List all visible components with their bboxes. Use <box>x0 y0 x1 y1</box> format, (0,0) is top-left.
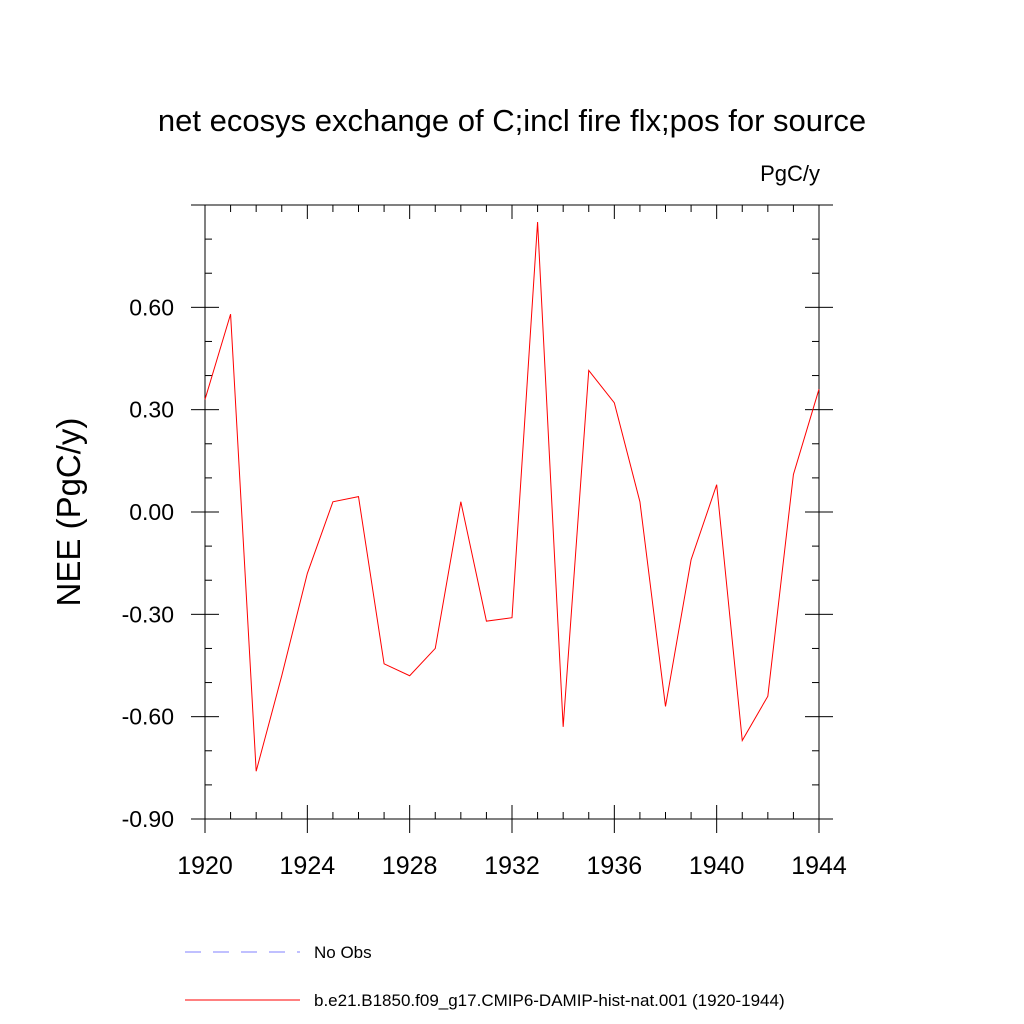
y-tick-label: 0.60 <box>129 294 174 320</box>
x-tick-label: 1928 <box>382 852 438 880</box>
legend-label: b.e21.B1850.f09_g17.CMIP6-DAMIP-hist-nat… <box>314 991 785 1010</box>
x-tick-label: 1920 <box>177 852 233 880</box>
axis-tick-labels: 1920 1924 1928 1932 1936 1940 1944 -0.90 -0.60 -0… <box>122 294 847 880</box>
y-tick-label: 0.00 <box>129 499 174 525</box>
axis-ticks <box>191 204 833 833</box>
y-tick-label: 0.30 <box>129 397 174 423</box>
legend: No Obs b.e21.B1850.f09_g17.CMIP6-DAMIP-hi… <box>185 943 785 1010</box>
chart-title: net ecosys exchange of C;incl fire flx;p… <box>158 103 866 138</box>
x-tick-label: 1936 <box>587 852 643 880</box>
x-tick-label: 1940 <box>689 852 745 880</box>
y-tick-label: -0.60 <box>122 704 174 730</box>
series-line <box>204 222 820 772</box>
series-layer <box>204 222 820 772</box>
x-tick-label: 1932 <box>484 852 540 880</box>
units-label: PgC/y <box>760 161 820 186</box>
y-axis-label: NEE (PgC/y) <box>50 418 87 607</box>
x-tick-label: 1924 <box>280 852 336 880</box>
x-tick-label: 1944 <box>791 852 847 880</box>
y-tick-label: -0.90 <box>122 806 174 832</box>
y-tick-label: -0.30 <box>122 601 174 627</box>
legend-label: No Obs <box>314 943 372 962</box>
